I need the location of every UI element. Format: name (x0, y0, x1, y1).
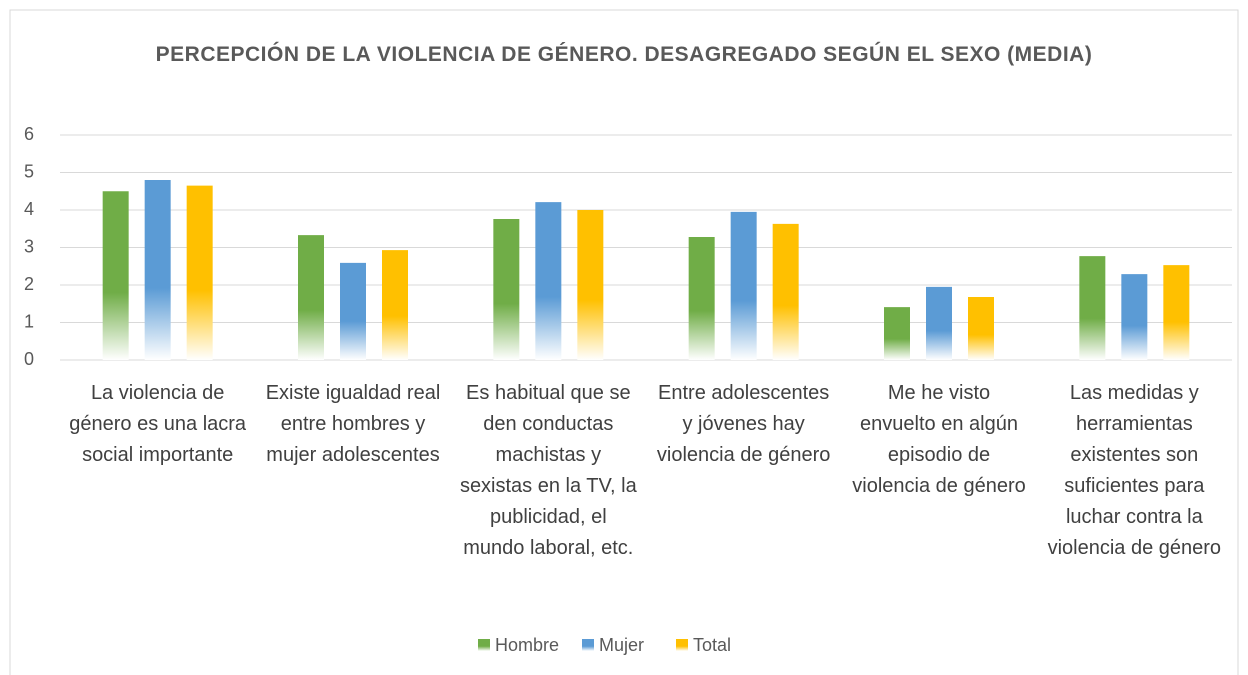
x-tick-label: Las medidas y herramientas existentes so… (1047, 382, 1222, 559)
bar (772, 223, 799, 360)
legend-swatch (676, 639, 688, 651)
legend-label: Hombre (495, 635, 559, 655)
bar (298, 235, 324, 360)
y-tick-label: 5 (24, 161, 34, 181)
bar (968, 297, 994, 360)
chart-title: PERCEPCIÓN DE LA VIOLENCIA DE GÉNERO. DE… (155, 43, 1093, 66)
x-tick-label: Es habitual que se den conductas machist… (459, 382, 637, 559)
bar (102, 191, 129, 360)
bar (382, 250, 408, 360)
legend-label: Mujer (599, 635, 644, 655)
bar (493, 219, 520, 360)
y-tick-label: 6 (24, 124, 34, 144)
bar (535, 202, 562, 360)
x-tick-label: Entre adolescentes y jóvenes hay violenc… (656, 382, 831, 466)
legend-swatch (478, 639, 490, 651)
y-tick-label: 3 (24, 236, 34, 256)
chart-border (9, 9, 1239, 675)
bar (926, 286, 952, 360)
x-tick-label: La violencia de género es una lacra soci… (69, 382, 247, 466)
legend-swatch (582, 639, 594, 651)
bar (730, 211, 757, 360)
y-tick-label: 2 (24, 274, 34, 294)
x-tick-label: Existe igualdad real entre hombres y muj… (265, 382, 441, 466)
bar (1079, 256, 1106, 360)
bar (186, 185, 213, 360)
bar (1121, 274, 1148, 360)
x-tick-label: Me he visto envuelto en algún episodio d… (852, 382, 1026, 497)
bar (577, 210, 604, 360)
bar (340, 262, 366, 360)
bar (144, 180, 171, 360)
legend-label: Total (693, 635, 731, 655)
bar (688, 237, 715, 360)
bar (884, 307, 910, 360)
y-tick-label: 0 (24, 349, 34, 369)
bar (1163, 265, 1190, 360)
y-tick-label: 4 (24, 199, 34, 219)
y-tick-label: 1 (24, 311, 34, 331)
